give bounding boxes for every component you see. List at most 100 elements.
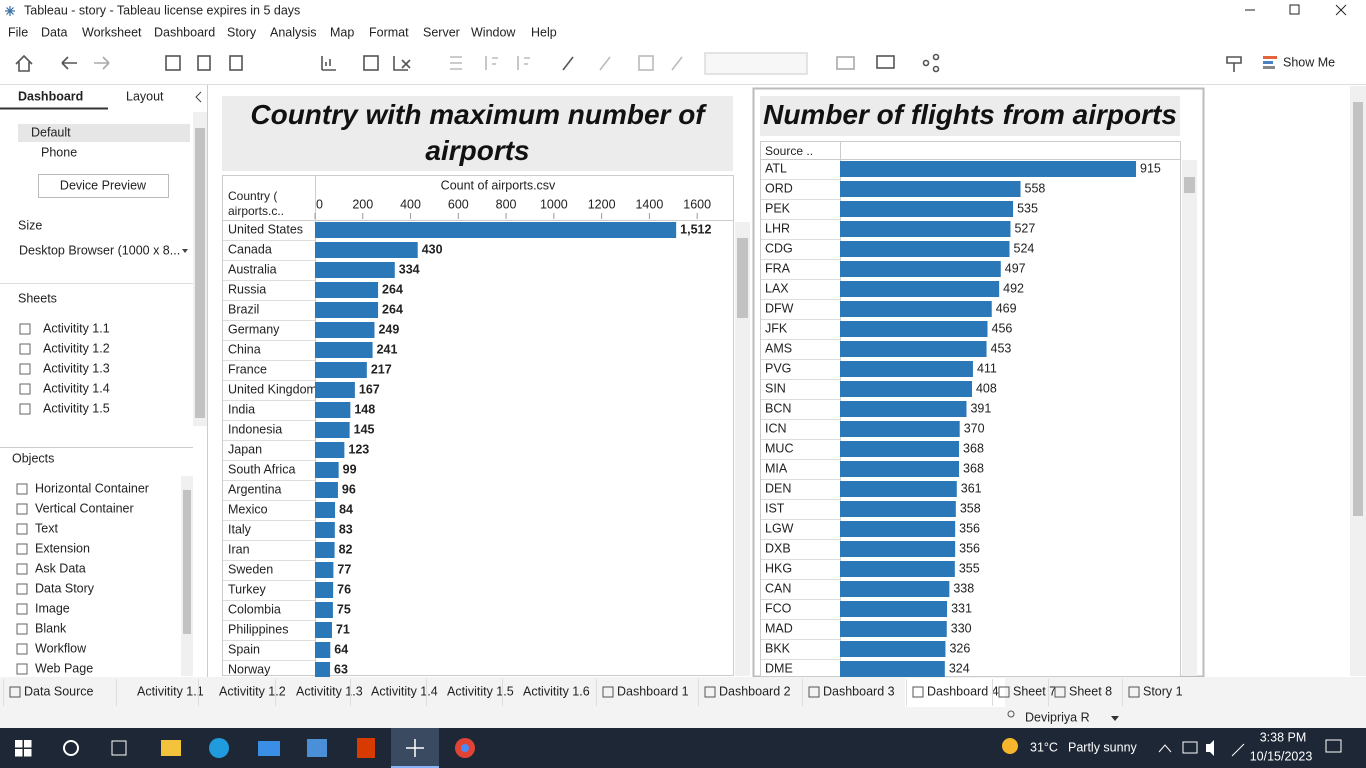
office-app[interactable]	[357, 738, 375, 758]
collapse-button[interactable]	[195, 91, 202, 103]
menu-item[interactable]: Dashboard	[154, 25, 215, 39]
bar[interactable]	[315, 282, 379, 298]
bar[interactable]	[840, 441, 960, 457]
menu-item[interactable]: Analysis	[270, 25, 317, 39]
pause-button[interactable]	[229, 55, 243, 71]
sheet-tab[interactable]: Sheet 8	[1069, 684, 1112, 698]
bar[interactable]	[315, 382, 355, 398]
object-item[interactable]: Ask Data	[35, 561, 86, 575]
bar[interactable]	[315, 522, 335, 538]
sheet-tab[interactable]: Dashboard 4	[927, 684, 999, 698]
device-preview-button[interactable]	[38, 174, 169, 198]
bar[interactable]	[315, 422, 350, 438]
new-data-button[interactable]	[197, 55, 211, 71]
duplicate-button[interactable]	[363, 55, 379, 71]
menu-item[interactable]: Data	[41, 25, 67, 39]
sheet-tab[interactable]: Dashboard 3	[823, 684, 895, 698]
labels-button[interactable]	[638, 55, 654, 71]
menu-item[interactable]: Format	[369, 25, 409, 39]
bar[interactable]	[840, 161, 1137, 177]
object-item[interactable]: Vertical Container	[35, 501, 134, 515]
close-button[interactable]	[1335, 4, 1347, 16]
object-item[interactable]: Extension	[35, 541, 90, 555]
menu-item[interactable]: Help	[531, 25, 557, 39]
cards-button[interactable]	[836, 56, 855, 70]
sheet-tab[interactable]: Story 1	[1143, 684, 1183, 698]
sheet-tab[interactable]: Activitity 1.3	[296, 684, 363, 698]
bar[interactable]	[840, 321, 988, 337]
bar[interactable]	[840, 461, 960, 477]
clock-date[interactable]: 10/15/2023	[1250, 749, 1313, 763]
sheet-tab[interactable]: Data Source	[24, 684, 94, 698]
device-option[interactable]: Phone	[41, 145, 77, 159]
panel-tab[interactable]: Layout	[126, 89, 164, 103]
chart2-scrollbar[interactable]	[1182, 160, 1197, 676]
bar[interactable]	[840, 641, 946, 657]
menu-item[interactable]: Window	[471, 25, 516, 39]
bar[interactable]	[315, 642, 331, 658]
network-icon[interactable]	[1231, 743, 1245, 757]
sheet-item[interactable]: Activitity 1.2	[43, 341, 110, 355]
object-item[interactable]: Text	[35, 521, 58, 535]
bar[interactable]	[315, 482, 338, 498]
bar[interactable]	[315, 262, 395, 278]
bar[interactable]	[840, 201, 1014, 217]
tray-expand[interactable]	[1158, 744, 1172, 753]
fit-dropdown[interactable]	[704, 52, 808, 75]
bar[interactable]	[315, 602, 333, 618]
save-button[interactable]	[165, 55, 181, 71]
redo-button[interactable]	[94, 56, 110, 70]
bar[interactable]	[315, 562, 334, 578]
bar[interactable]	[840, 401, 967, 417]
chart1-scrollbar[interactable]	[735, 222, 750, 676]
menu-item[interactable]: Map	[330, 25, 354, 39]
object-item[interactable]: Data Story	[35, 581, 95, 595]
bar[interactable]	[315, 402, 351, 418]
home-button[interactable]	[15, 54, 33, 72]
size-dropdown-arrow[interactable]	[182, 249, 188, 253]
bar[interactable]	[840, 521, 956, 537]
bar[interactable]	[840, 581, 950, 597]
mail-app[interactable]	[258, 741, 280, 756]
object-item[interactable]: Horizontal Container	[35, 481, 149, 495]
bar[interactable]	[315, 342, 373, 358]
sheet-tab[interactable]: Activitity 1.6	[523, 684, 590, 698]
start-button[interactable]	[15, 740, 32, 757]
chart2-scroll-thumb[interactable]	[1184, 177, 1195, 193]
sheet-tab[interactable]: Activitity 1.4	[371, 684, 438, 698]
pin-button[interactable]	[671, 56, 683, 71]
objects-scroll-thumb[interactable]	[183, 490, 191, 634]
swap-button[interactable]	[450, 56, 462, 70]
bar[interactable]	[315, 462, 339, 478]
weather[interactable]: Partly sunny	[1068, 740, 1138, 754]
bar[interactable]	[840, 361, 973, 377]
search-button[interactable]	[63, 740, 79, 756]
bar[interactable]	[840, 661, 945, 677]
dashboard-scroll-thumb[interactable]	[1353, 102, 1363, 516]
task-view-button[interactable]	[111, 740, 127, 756]
temperature[interactable]: 31°C	[1030, 740, 1058, 754]
object-item[interactable]: Web Page	[35, 661, 93, 675]
bar[interactable]	[315, 582, 334, 598]
sheet-tab[interactable]: Dashboard 2	[719, 684, 791, 698]
sort-asc-button[interactable]	[485, 56, 498, 70]
sort-desc-button[interactable]	[517, 56, 530, 70]
bar[interactable]	[840, 621, 947, 637]
undo-button[interactable]	[61, 56, 77, 70]
sheet-tab[interactable]: Sheet 7	[1013, 684, 1056, 698]
sheet-item[interactable]: Activitity 1.3	[43, 361, 110, 375]
format-button[interactable]	[1226, 56, 1242, 72]
menu-item[interactable]: Worksheet	[82, 25, 142, 39]
clear-button[interactable]	[393, 56, 411, 71]
bar[interactable]	[315, 362, 367, 378]
volume-icon[interactable]	[1206, 740, 1214, 756]
sheet-item[interactable]: Activitity 1.4	[43, 381, 110, 395]
bar[interactable]	[840, 241, 1010, 257]
panel-tab[interactable]: Dashboard	[18, 89, 83, 103]
object-item[interactable]: Blank	[35, 621, 67, 635]
user-dropdown-arrow[interactable]	[1111, 716, 1119, 721]
bar[interactable]	[315, 442, 345, 458]
edge-app[interactable]	[209, 738, 229, 758]
bar[interactable]	[840, 181, 1021, 197]
bar[interactable]	[840, 421, 960, 437]
